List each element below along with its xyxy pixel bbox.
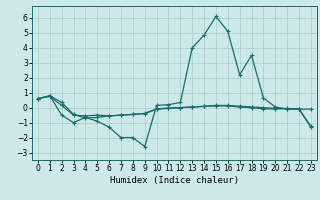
X-axis label: Humidex (Indice chaleur): Humidex (Indice chaleur) [110,176,239,185]
